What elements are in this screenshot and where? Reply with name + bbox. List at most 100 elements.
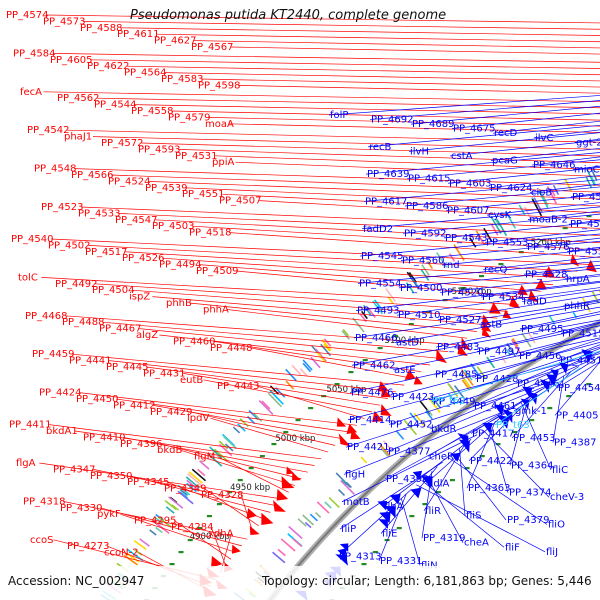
reverse-gene-leader — [423, 443, 466, 512]
feature-block — [323, 338, 332, 347]
reverse-gene-leader — [453, 452, 507, 521]
feature-block — [133, 540, 147, 550]
reverse-gene-label: PP_4476 — [351, 388, 394, 399]
reverse-gene-label: astB — [480, 319, 502, 330]
feature-block — [518, 204, 526, 216]
reverse-gene-leader — [402, 213, 600, 234]
reverse-gene-label: PP_4364 — [511, 460, 554, 471]
feature-block — [123, 554, 138, 566]
reverse-gene-leader — [480, 282, 600, 298]
forward-gene-label: PP_4517 — [85, 247, 128, 258]
forward-gene-label: PP_4526 — [122, 253, 165, 264]
reverse-gene-label: PP_4422 — [470, 456, 513, 467]
forward-gene-label: PP_4284 — [171, 522, 214, 533]
feature-block — [478, 236, 485, 244]
reverse-gene-arrow — [378, 519, 388, 529]
feature-block — [461, 369, 474, 386]
reverse-gene-leader — [445, 194, 600, 211]
forward-gene-label: PP_4429 — [150, 407, 193, 418]
forward-gene-leader — [51, 238, 591, 265]
tick-dot — [425, 311, 431, 314]
reverse-gene-leader — [404, 186, 600, 207]
reverse-gene-leader — [482, 256, 600, 271]
tick-dot — [529, 419, 535, 422]
feature-block — [552, 184, 560, 196]
forward-gene-leader — [130, 475, 271, 513]
reverse-gene-label: cysK — [488, 210, 512, 221]
forward-gene-leader — [43, 91, 600, 103]
feature-block — [165, 506, 175, 514]
forward-gene-arrow — [211, 555, 223, 568]
tick-dot — [271, 443, 277, 446]
feature-block — [538, 191, 549, 209]
tick-dot — [362, 359, 368, 362]
reverse-gene-leader — [488, 425, 509, 493]
reverse-gene-label: fliJ — [546, 547, 558, 558]
reverse-gene-leader — [472, 351, 600, 407]
feature-block — [385, 288, 396, 302]
forward-gene-leader — [201, 78, 600, 88]
tick-dot — [206, 515, 212, 518]
forward-gene-arrow — [502, 309, 512, 319]
feature-block — [171, 504, 180, 511]
tick-dot — [562, 227, 568, 230]
feature-block — [275, 387, 286, 398]
forward-gene-label: PP_4488 — [62, 317, 105, 328]
feature-block — [285, 380, 295, 390]
forward-gene-label: PP_4350 — [90, 471, 133, 482]
forward-gene-label: PP_4424 — [39, 388, 82, 399]
feature-block — [496, 218, 508, 237]
reverse-gene-label: flgH — [345, 469, 365, 480]
reverse-gene-label: PP_4639 — [367, 169, 410, 180]
forward-gene-arrow — [372, 410, 384, 422]
forward-gene-label: PP_4410 — [83, 432, 126, 443]
forward-gene-label: tolC — [18, 272, 38, 283]
feature-block — [448, 253, 456, 262]
forward-gene-label: algZ — [136, 330, 158, 341]
feature-block — [341, 479, 348, 486]
figure-title: Pseudomonas putida KT2440, complete geno… — [130, 8, 447, 23]
forward-gene-label: moaA — [205, 119, 234, 130]
feature-block — [232, 426, 241, 434]
forward-gene-label: PP_4349 — [164, 484, 207, 495]
reverse-gene-label: PP_4520 — [441, 287, 484, 298]
forward-gene-label: PP_4411 — [9, 420, 52, 431]
forward-gene-leader — [148, 181, 600, 200]
forward-gene-leader — [81, 206, 600, 229]
feature-block — [328, 496, 340, 509]
feature-block — [304, 521, 312, 529]
forward-gene-label: PP_4566 — [71, 170, 114, 181]
forward-gene-leader — [141, 142, 600, 157]
feature-block — [426, 260, 434, 270]
forward-gene-leader — [190, 411, 336, 446]
reverse-gene-label: PP_4374 — [509, 488, 552, 499]
reverse-gene-label: recD — [494, 128, 518, 139]
reverse-gene-leader — [474, 338, 600, 380]
forward-gene-leader — [228, 123, 600, 133]
forward-gene-label: PP_4431 — [143, 368, 186, 379]
forward-gene-leader — [39, 462, 283, 500]
reverse-gene-label: PP_4692 — [371, 115, 414, 126]
forward-gene-label: PP_4330 — [60, 503, 103, 514]
forward-gene-label: PP_4443 — [217, 381, 260, 392]
feature-block — [291, 364, 302, 376]
reverse-gene-label: PP_4607 — [447, 206, 490, 217]
reverse-gene-label: PP_4414 — [349, 415, 392, 426]
rna-gene-label: PP_t63 — [496, 420, 530, 431]
forward-gene-label: PP_4468 — [25, 311, 68, 322]
forward-gene-leader — [41, 277, 519, 306]
forward-gene-leader — [204, 488, 259, 527]
reverse-gene-leader — [468, 393, 536, 462]
reverse-gene-leader — [492, 120, 600, 134]
reverse-gene-label: PP_4421 — [347, 442, 390, 453]
feature-block — [408, 272, 417, 283]
feature-block — [218, 440, 229, 450]
forward-gene-leader — [146, 366, 388, 399]
rna-gene-label: PP_t62 — [432, 396, 466, 407]
forward-gene-label: PP_4523 — [41, 202, 84, 213]
reverse-gene-label: PP_4453 — [513, 433, 556, 444]
forward-gene-arrow — [292, 471, 301, 481]
tick-dot — [348, 371, 354, 374]
